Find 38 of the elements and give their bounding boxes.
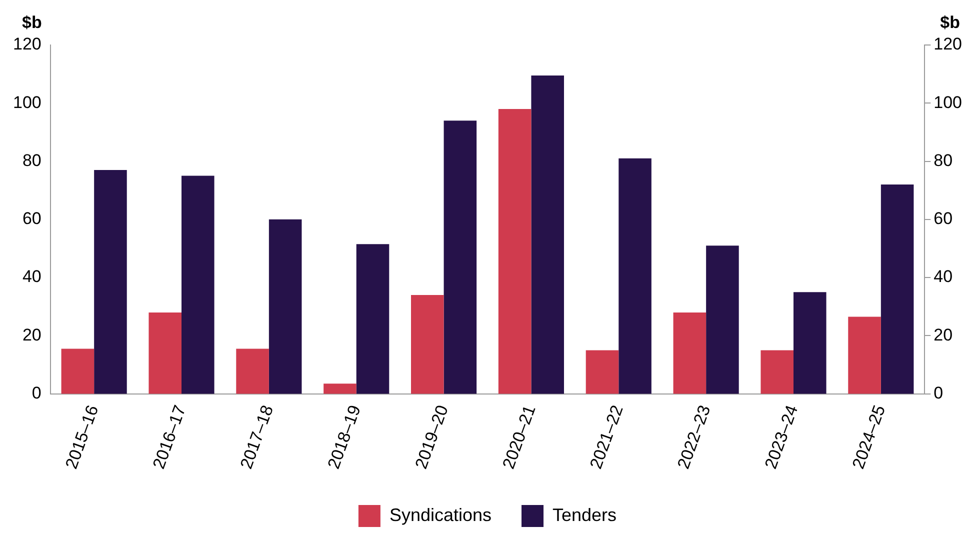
y-tick-label: 40 — [22, 267, 42, 286]
bar — [498, 108, 532, 394]
y2-tick-label: 60 — [934, 209, 953, 228]
y-tick-label: 120 — [12, 34, 42, 54]
bar — [94, 170, 127, 394]
bar — [324, 384, 356, 394]
legend-label: Tenders — [552, 504, 617, 525]
bar — [880, 184, 914, 394]
bar — [182, 176, 214, 394]
y2-tick-label: 80 — [934, 150, 953, 170]
bar — [618, 158, 652, 394]
bar — [673, 312, 706, 394]
bar — [444, 120, 477, 394]
y2-axis-title: $b — [940, 13, 960, 32]
y-tick-label: 20 — [22, 325, 42, 344]
bar — [61, 348, 94, 394]
bar — [760, 350, 794, 394]
y2-tick-label: 120 — [934, 34, 962, 54]
bar — [356, 244, 390, 394]
y-tick-label: 60 — [22, 209, 42, 228]
y-tick-label: 100 — [12, 92, 42, 112]
bar — [793, 292, 826, 394]
bar — [586, 350, 619, 394]
y2-tick-label: 100 — [934, 92, 962, 112]
y2-tick-label: 0 — [934, 384, 944, 403]
y-tick-label: 0 — [32, 384, 42, 403]
legend-label: Syndications — [389, 504, 492, 525]
bar — [236, 348, 269, 394]
bar — [531, 76, 564, 394]
bar — [706, 246, 739, 394]
y2-tick-label: 20 — [934, 325, 953, 344]
bar — [411, 294, 444, 394]
bar — [148, 312, 182, 394]
y2-tick-label: 40 — [934, 267, 953, 286]
bar — [268, 219, 302, 394]
bar — [848, 316, 881, 394]
y-tick-label: 80 — [22, 150, 42, 170]
y-axis-title: $b — [22, 13, 42, 32]
